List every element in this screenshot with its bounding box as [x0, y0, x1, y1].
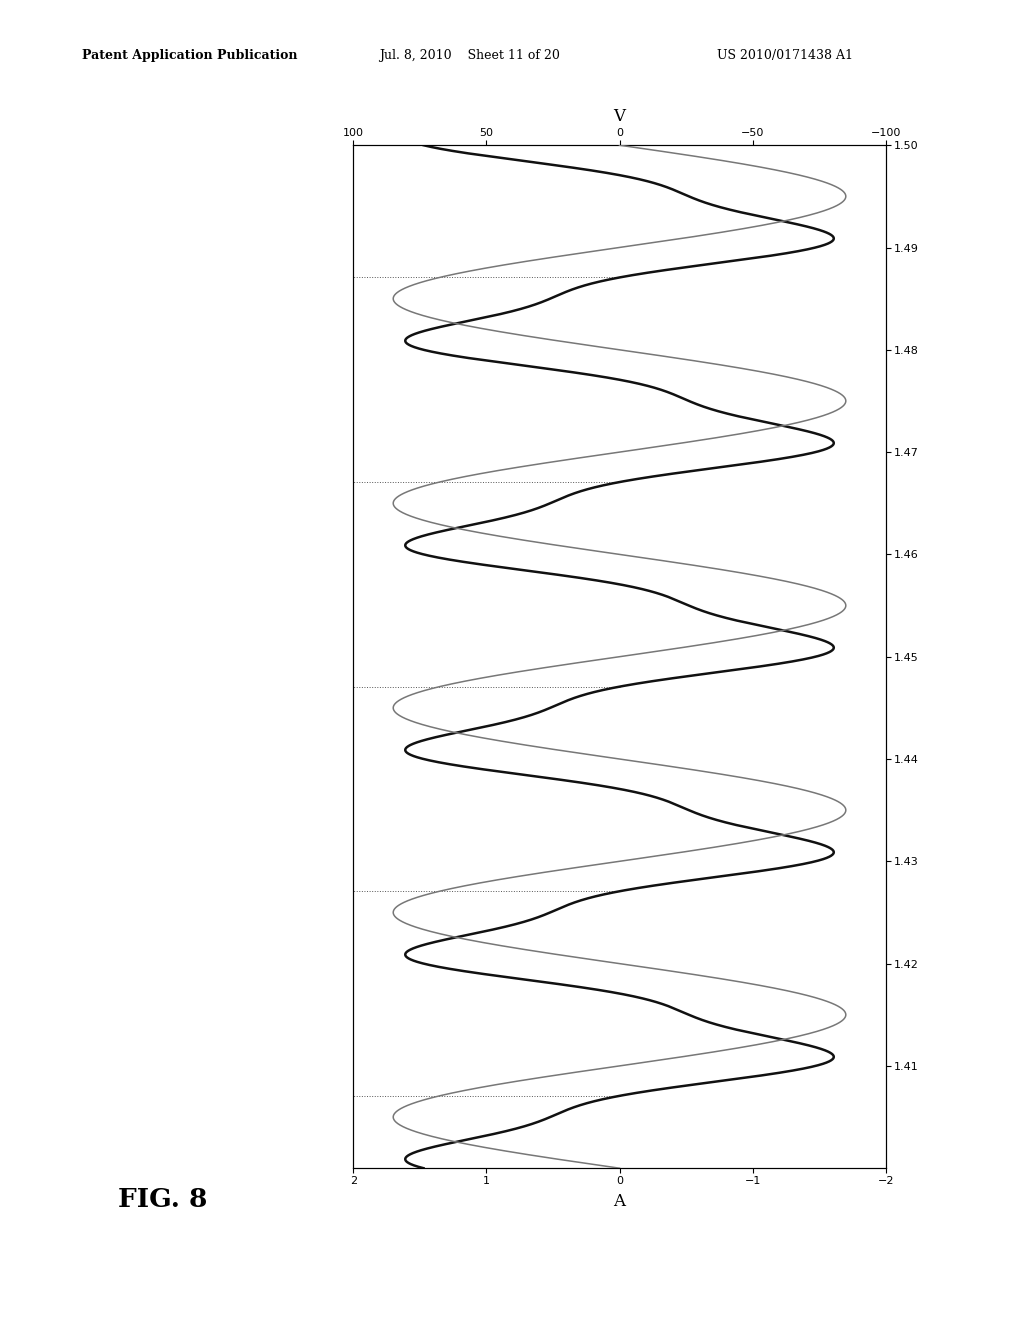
Text: Jul. 8, 2010    Sheet 11 of 20: Jul. 8, 2010 Sheet 11 of 20: [379, 49, 560, 62]
Text: US 2010/0171438 A1: US 2010/0171438 A1: [717, 49, 853, 62]
Text: Patent Application Publication: Patent Application Publication: [82, 49, 297, 62]
X-axis label: V: V: [613, 108, 626, 124]
Text: FIG. 8: FIG. 8: [118, 1187, 207, 1212]
X-axis label: A: A: [613, 1193, 626, 1210]
